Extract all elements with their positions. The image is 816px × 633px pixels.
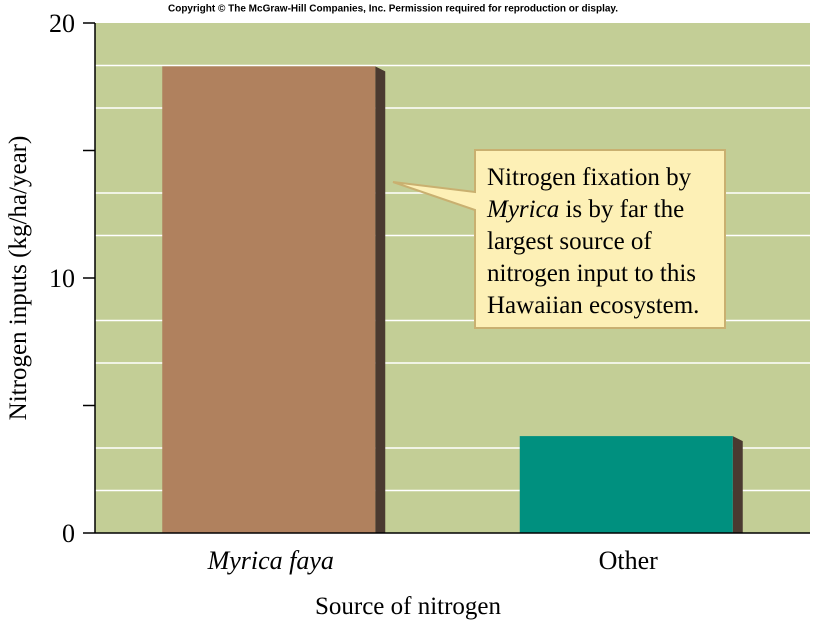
- annotation-line: nitrogen input to this: [487, 260, 696, 287]
- bar: [519, 436, 733, 533]
- x-tick-label: Myrica faya: [207, 546, 334, 575]
- y-axis-label: Nitrogen inputs (kg/ha/year): [5, 136, 32, 421]
- y-tick-label: 10: [49, 264, 75, 293]
- annotation-text: Myrica: [486, 196, 559, 223]
- annotation-text: largest source of: [487, 228, 652, 255]
- callout-box: [392, 149, 726, 329]
- annotation-line: Nitrogen fixation by: [487, 164, 692, 191]
- bar: [162, 66, 376, 533]
- annotation-line: largest source of: [487, 228, 652, 255]
- x-axis-label: Source of nitrogen: [315, 593, 502, 620]
- annotation-text: Hawaiian ecosystem.: [487, 292, 699, 319]
- bar-side: [732, 436, 743, 533]
- annotation-line: Myrica is by far the: [486, 196, 684, 223]
- copyright: Copyright © The McGraw-Hill Companies, I…: [168, 4, 618, 15]
- annotation-text: Nitrogen fixation by: [487, 164, 692, 191]
- annotation-text: is by far the: [559, 196, 684, 223]
- bar-side: [375, 66, 386, 533]
- annotation-text: nitrogen input to this: [487, 260, 696, 287]
- x-tick-label: Other: [599, 546, 659, 575]
- annotation-line: Hawaiian ecosystem.: [487, 292, 699, 319]
- y-tick-label: 20: [49, 9, 75, 38]
- y-tick-label: 0: [62, 519, 75, 548]
